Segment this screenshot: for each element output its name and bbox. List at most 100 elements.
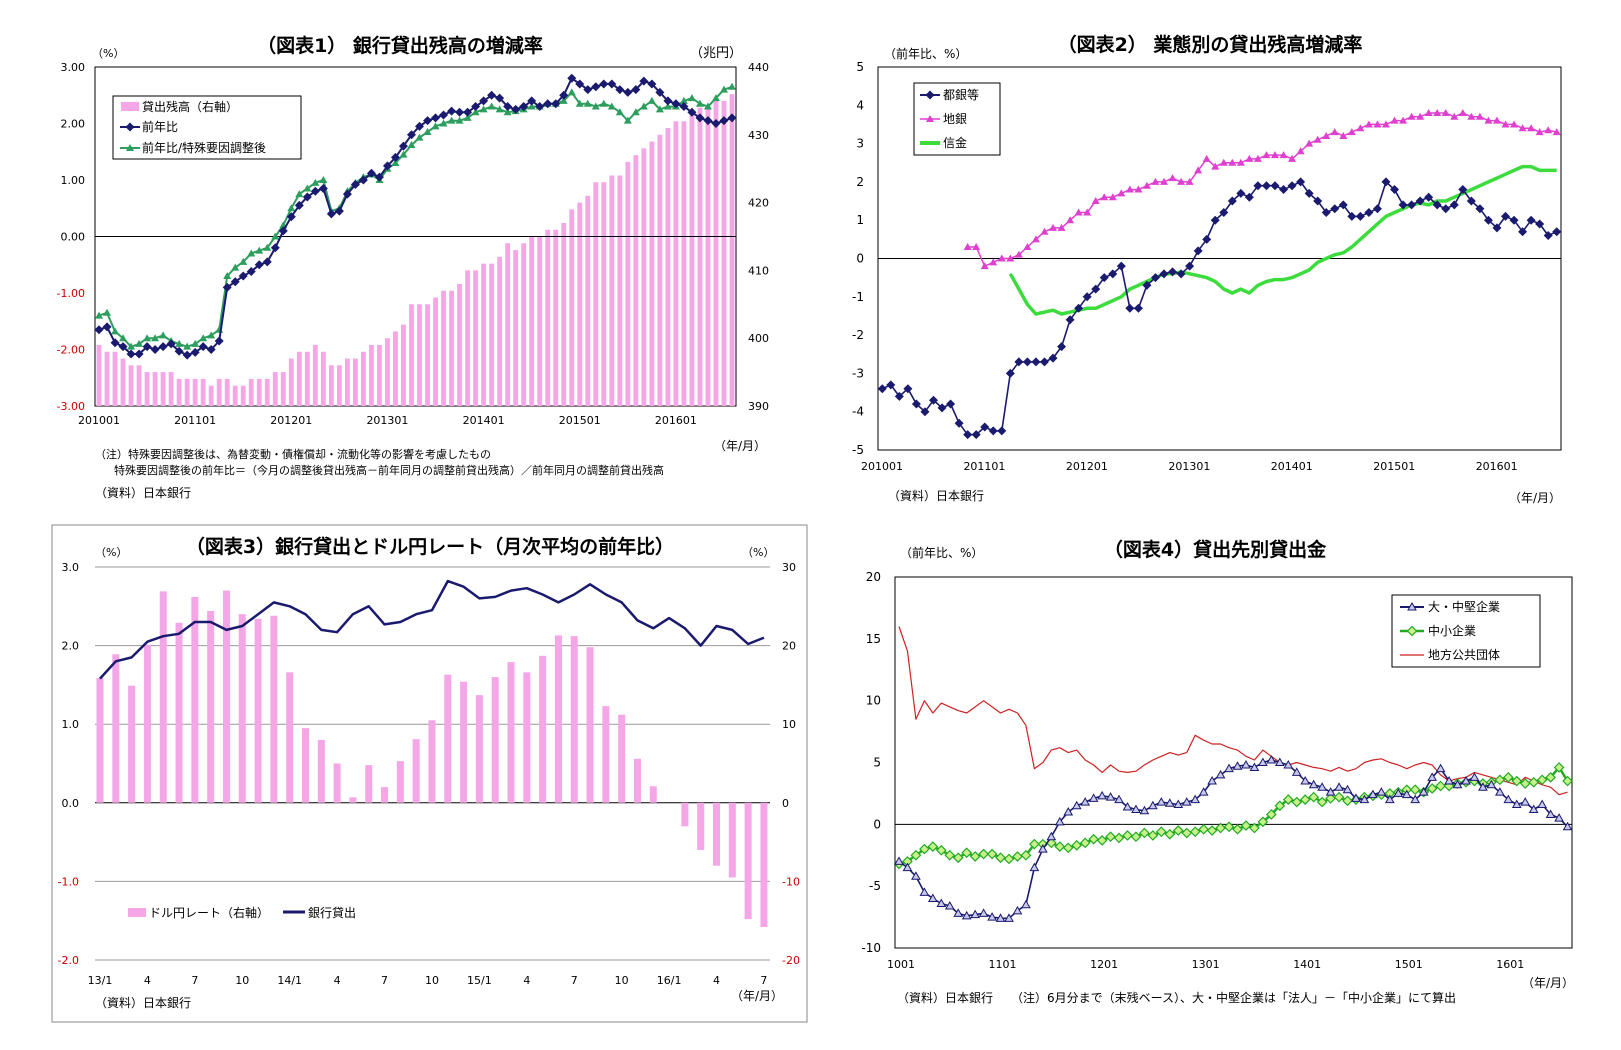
chart2-toginra-point xyxy=(1074,303,1084,313)
chart2-toginra-point xyxy=(946,399,956,409)
chart4-large-point xyxy=(1241,759,1251,769)
chart4-sme-point xyxy=(1113,832,1125,844)
chart1-bar xyxy=(168,372,174,406)
chart2-toginra-point xyxy=(1441,204,1451,214)
chart1-yoy-point xyxy=(230,277,240,287)
chart2-toginra-point xyxy=(1039,357,1049,367)
chart4-sme-point xyxy=(1511,775,1523,787)
chart1-yoy-point xyxy=(671,99,681,109)
chart1-bars xyxy=(96,94,735,407)
chart2-chigin-point xyxy=(1347,128,1356,136)
chart1-yoy-point xyxy=(511,104,521,114)
chart3-y-left-tick: -1.0 xyxy=(58,875,79,888)
chart1-adjusted-point xyxy=(567,88,576,96)
chart1-yoy-point xyxy=(326,209,336,219)
chart2-toginra-point xyxy=(1159,269,1169,279)
chart3-panel-border xyxy=(51,524,808,1023)
chart1-yoy-point xyxy=(310,186,320,196)
chart1-yoy-point xyxy=(222,282,232,292)
chart1-adjusted-point xyxy=(631,108,640,116)
chart4-large-point xyxy=(1325,787,1336,796)
chart1-adjusted-point xyxy=(575,99,584,107)
chart3-bar xyxy=(633,758,641,803)
chart4-large-point xyxy=(1232,761,1243,770)
chart4-large-point xyxy=(1071,800,1082,810)
chart2-toginra-point xyxy=(1176,269,1186,279)
chart2-chigin-point xyxy=(989,258,998,266)
chart1-yoy-point xyxy=(447,106,457,116)
chart4-sme-point xyxy=(944,849,956,861)
chart3-bar xyxy=(286,672,294,803)
chart2-toginra-point xyxy=(1270,181,1280,191)
chart1-bar xyxy=(144,372,150,406)
chart1-adjusted-point xyxy=(159,331,168,339)
chart2-chigin-point xyxy=(1279,151,1288,159)
chart1-yoy-point xyxy=(639,76,649,86)
chart1-adjusted-point xyxy=(599,99,608,107)
chart4-sme-point xyxy=(1232,823,1243,835)
chart4-x-tick: 1301 xyxy=(1192,958,1220,971)
chart1-yoy-point xyxy=(567,73,577,83)
chart4-large-point xyxy=(1410,794,1421,804)
chart2-toginra-point xyxy=(1253,181,1263,191)
chart4-large-point xyxy=(1012,905,1023,915)
chart1-bar xyxy=(296,351,302,406)
chart1-adjusted-point xyxy=(639,102,648,110)
chart4-sme-point xyxy=(1029,838,1040,850)
chart4-large-point xyxy=(1148,800,1158,810)
chart4-large-point xyxy=(1190,794,1201,804)
chart1-adjusted-point xyxy=(223,272,232,280)
chart2-chigin-point xyxy=(1407,112,1416,120)
chart1-yoy-point xyxy=(294,200,304,210)
chart2-chigin-point xyxy=(1177,177,1186,185)
chart2-chigin-point xyxy=(972,243,981,251)
chart3-title: （図表3）銀行貸出とドル円レート（月次平均の前年比） xyxy=(186,535,674,558)
chart2-chigin-point xyxy=(1219,158,1228,166)
chart3-bar xyxy=(570,636,578,803)
chart1-adjusted-point xyxy=(423,127,432,135)
chart4-sme-point xyxy=(927,841,939,852)
chart4-sme-point xyxy=(1494,774,1506,786)
chart3-legend: ドル円レート（右軸） 銀行貸出 xyxy=(128,905,356,920)
chart2-x-tick: 201601 xyxy=(1476,460,1518,473)
chart2-chigin-point xyxy=(1194,166,1203,174)
chart4-large-point xyxy=(1207,776,1217,785)
chart2-toginra-point xyxy=(1501,211,1511,221)
chart2-legend-marker-toginra xyxy=(925,90,935,100)
chart1-yoy-point xyxy=(591,82,601,92)
chart2-toginra-point xyxy=(920,407,930,417)
chart1-bar xyxy=(625,161,631,406)
chart4-large-point xyxy=(1122,802,1133,811)
chart1-bar xyxy=(425,304,430,406)
chart2-toginra-point xyxy=(1227,196,1237,206)
chart2-toginra-point xyxy=(1202,234,1212,244)
chart3-y-left-tick: 3.0 xyxy=(62,561,80,574)
chart1-adjusted-point xyxy=(143,334,152,342)
chart2-toginra-point xyxy=(1261,181,1271,191)
chart2-toginra-point xyxy=(971,430,981,440)
chart2-chigin-point xyxy=(1108,193,1117,201)
chart4-sme-point xyxy=(961,847,973,859)
chart2-toginra-point xyxy=(1407,200,1417,210)
chart2-chigin-point xyxy=(1245,154,1254,162)
chart4-large-point xyxy=(1359,794,1370,804)
chart1-yoy-point xyxy=(647,79,657,89)
chart3-x-tick: 7 xyxy=(381,974,388,987)
chart2-toginra-point xyxy=(1193,246,1203,256)
chart1-yoy-point xyxy=(599,79,609,89)
chart1-yoy-point xyxy=(254,260,264,270)
chart4-large-point xyxy=(911,871,921,880)
chart4-large-point xyxy=(1004,913,1014,922)
chart2-toginra-point xyxy=(1338,200,1348,210)
chart1-yoy-point xyxy=(711,119,721,128)
chart2-legend-marker-chigin xyxy=(926,115,934,122)
chart2-chigin-point xyxy=(1142,181,1151,189)
chart1-bar xyxy=(232,385,238,406)
chart4-y-tick: 10 xyxy=(866,694,881,708)
chart4-large-point xyxy=(1224,763,1234,773)
chart2-toginra-point xyxy=(1133,303,1143,313)
chart2-chigin-point xyxy=(1253,154,1262,162)
chart4-sme-point xyxy=(978,848,989,860)
